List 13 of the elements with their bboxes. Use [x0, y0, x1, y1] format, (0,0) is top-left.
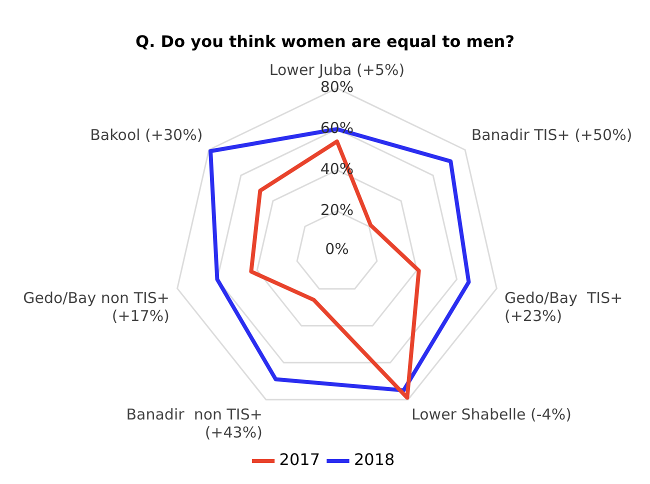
chart-title: Q. Do you think women are equal to men? [136, 32, 514, 51]
legend-label: 2017 [279, 450, 320, 470]
spoke-label: Bakool (+30%) [90, 126, 203, 144]
spoke-label: Gedo/Bay non TIS+ (+17%) [23, 289, 170, 326]
spoke-label: Lower Juba (+5%) [269, 61, 405, 80]
spoke-label: Banadir non TIS+ (+43%) [126, 406, 262, 442]
y-tick-label: 20% [320, 200, 354, 219]
spoke-label: Gedo/Bay TIS+ (+23%) [504, 289, 623, 326]
y-tick-label: 80% [320, 78, 354, 96]
spoke-label: Banadir TIS+ (+50%) [471, 126, 632, 144]
spoke-label: Lower Shabelle (-4%) [412, 406, 572, 424]
y-tick-label: 0% [325, 240, 349, 258]
legend-label: 2018 [354, 450, 395, 470]
